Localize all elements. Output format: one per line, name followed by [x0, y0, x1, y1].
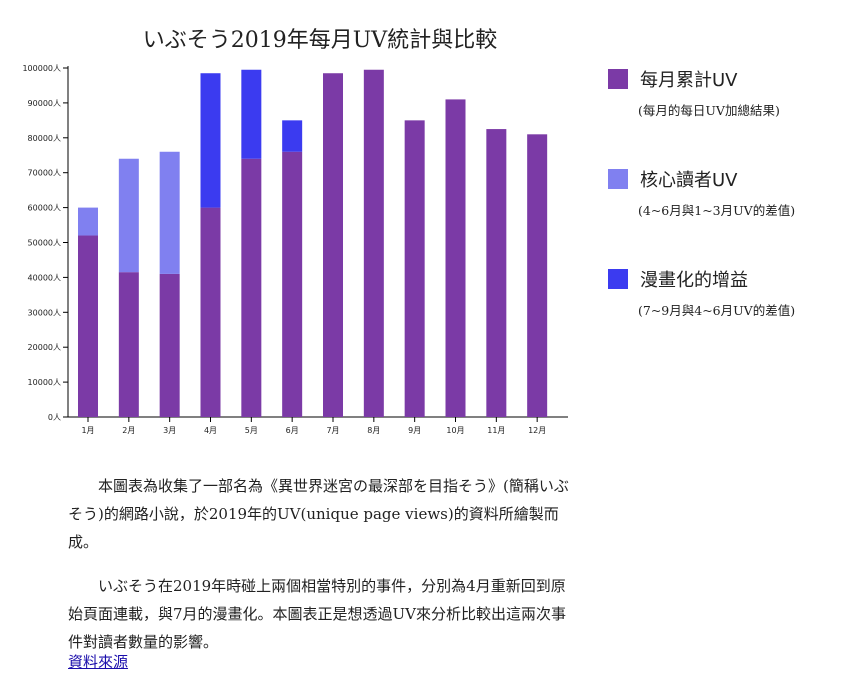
x-tick-label: 10月 [446, 426, 464, 435]
legend-note: (4~6月與1~3月UV的差值) [638, 203, 796, 218]
legend-swatch-manga-gain [608, 269, 628, 289]
x-tick-label: 6月 [286, 426, 299, 435]
bar-manga-gain [200, 73, 221, 208]
bar-manga-gain [241, 69, 262, 159]
description: 本圖表為收集了一部名為《異世界迷宮の最深部を目指そう》(簡稱いぶそう)的網路小說… [68, 472, 580, 672]
bar-monthly-uv [241, 158, 262, 418]
bar-core-readers [78, 207, 98, 236]
x-tick-label: 9月 [408, 426, 421, 435]
bar-core-readers [118, 158, 139, 273]
bar-monthly-uv [118, 272, 139, 417]
legend-note: (7~9月與4~6月UV的差值) [638, 303, 796, 318]
bar-chart: 0人 10000人 20000人 30000人 40000人 50000人 60000人 70… [22, 64, 568, 435]
bar-monthly-uv [78, 235, 98, 417]
legend-label: 漫畫化的增益 [640, 270, 748, 291]
description-paragraph: 本圖表為收集了一部名為《異世界迷宮の最深部を目指そう》(簡稱いぶそう)的網路小說… [68, 477, 569, 551]
bar-manga-gain [282, 120, 303, 152]
y-tick-label: 20000人 [28, 343, 61, 352]
source-link[interactable]: 資料來源 [68, 653, 129, 671]
bar-monthly-uv [486, 129, 507, 417]
legend-item-core-readers: 核心讀者UV (4~6月與1~3月UV的差值) [608, 166, 795, 219]
y-tick-label: 90000人 [28, 99, 61, 108]
y-tick-label: 100000人 [22, 64, 61, 73]
chart-title: いぶそう2019年每月UV統計與比較 [142, 28, 498, 53]
x-tick-label: 1月 [81, 426, 94, 435]
legend-label: 每月累計UV [640, 70, 738, 91]
bar-monthly-uv [200, 207, 221, 417]
y-tick-label: 70000人 [28, 169, 61, 178]
x-tick-label: 12月 [528, 426, 546, 435]
bar-monthly-uv [363, 69, 384, 418]
legend-item-monthly-uv: 每月累計UV (每月的每日UV加總結果) [608, 66, 780, 119]
legend-note: (每月的每日UV加總結果) [638, 103, 780, 118]
legend-item-manga-gain: 漫畫化的增益 (7~9月與4~6月UV的差值) [608, 266, 795, 319]
bar-monthly-uv [527, 134, 548, 417]
bar-monthly-uv [404, 120, 425, 417]
bar-monthly-uv [282, 151, 303, 417]
x-tick-label: 11月 [487, 426, 505, 435]
description-paragraph: いぶそう在2019年時碰上兩個相當特別的事件，分別為4月重新回到原始頁面連載，與… [68, 577, 567, 651]
y-tick-label: 30000人 [28, 308, 61, 317]
y-tick-label: 0人 [48, 413, 61, 422]
bar-monthly-uv [445, 99, 466, 417]
bar-monthly-uv [323, 73, 343, 418]
y-tick-label: 50000人 [28, 239, 61, 248]
bar-core-readers [159, 151, 180, 274]
legend-swatch-core-readers [608, 169, 628, 189]
x-tick-label: 3月 [163, 426, 176, 435]
x-tick-label: 7月 [326, 426, 339, 435]
x-tick-label: 5月 [245, 426, 258, 435]
legend-swatch-monthly-uv [608, 69, 628, 89]
y-tick-label: 40000人 [28, 273, 61, 282]
bar-monthly-uv [159, 273, 180, 417]
x-tick-label: 8月 [367, 426, 380, 435]
x-tick-label: 2月 [122, 426, 135, 435]
x-tick-label: 4月 [204, 426, 217, 435]
y-tick-label: 10000人 [28, 378, 61, 387]
y-tick-label: 60000人 [28, 204, 61, 213]
legend-label: 核心讀者UV [640, 170, 738, 191]
y-tick-label: 80000人 [28, 134, 61, 143]
